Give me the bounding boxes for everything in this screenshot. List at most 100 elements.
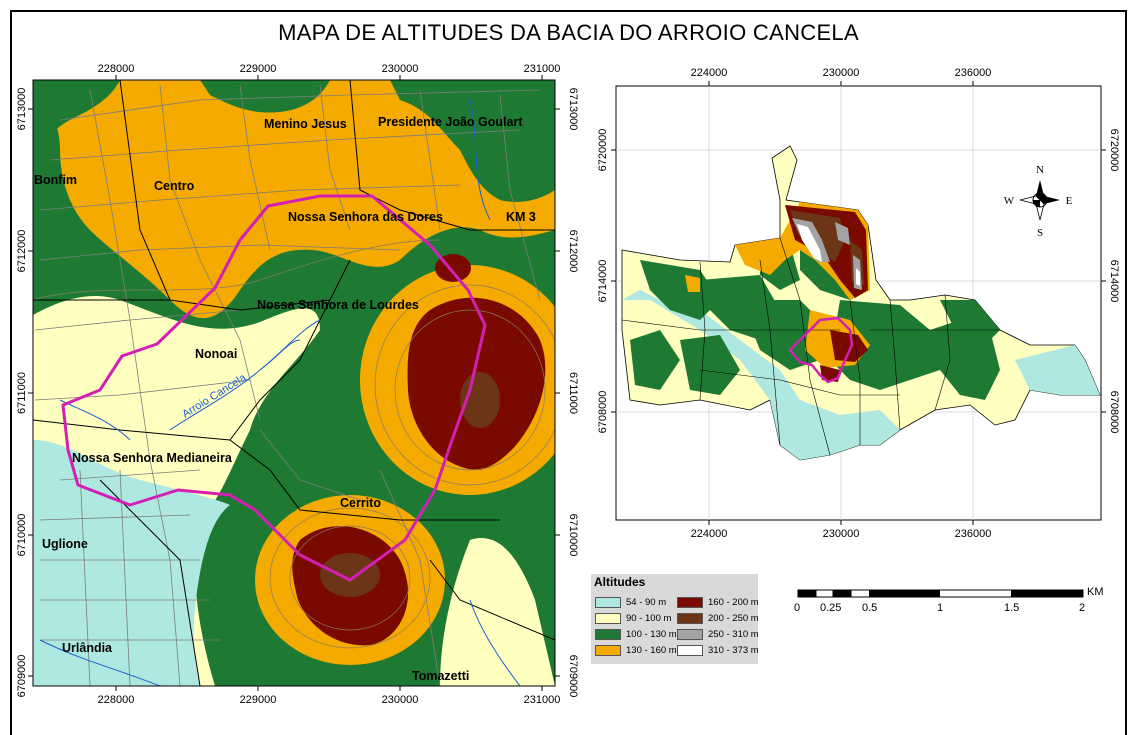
zone-100-130-nw: [33, 80, 120, 160]
y-tick-right-1: 6713000: [567, 88, 579, 131]
y-tick-left-2: 6712000: [16, 230, 28, 273]
legend-title: Altitudes: [594, 575, 646, 589]
r-x-tick-bottom-2: 230000: [823, 528, 860, 540]
r-y-tick-right-1: 6720000: [1108, 129, 1120, 172]
r-y-tick-left-2: 6714000: [597, 260, 609, 303]
contour-lines: [33, 239, 555, 649]
zone-130-160-north: [33, 80, 555, 319]
legend-label: 54 - 90 m: [626, 597, 667, 608]
basin-outline-left: [61, 194, 487, 582]
legend-swatch: [677, 597, 703, 608]
legend-label: 160 - 200 m: [708, 597, 759, 608]
label-nossa-senhora-de-lourdes: Nossa Senhora de Lourdes: [257, 298, 419, 312]
legend-label: 130 - 160 m: [626, 645, 677, 656]
label-urlandia: Urlândia: [62, 641, 113, 655]
r-x-tick-bottom-1: 224000: [691, 528, 728, 540]
r-y-tick-right-2: 6714000: [1108, 260, 1120, 303]
scale-bar: [797, 589, 1084, 598]
x-tick-top-3: 230000: [382, 63, 419, 75]
right-map-boundaries: [621, 237, 1000, 456]
legend-label: 310 - 373 m: [708, 645, 759, 656]
legend-item: 130 - 160 m: [595, 645, 677, 656]
zone-100-130-n: [200, 80, 330, 113]
x-tick-top-4: 231000: [524, 63, 561, 75]
legend-item: 310 - 373 m: [677, 645, 759, 656]
legend-label: 90 - 100 m: [626, 613, 672, 624]
r-y-tick-right-3: 6708000: [1108, 391, 1120, 434]
y-tick-left-3: 6711000: [16, 372, 28, 414]
left-map-border: [32, 79, 556, 687]
zone-100-130-ne: [390, 80, 555, 202]
x-tick-bottom-4: 231000: [524, 694, 561, 706]
legend-swatch: [595, 613, 621, 624]
right-zone-310-373: [797, 224, 860, 286]
y-tick-left-1: 6713000: [16, 88, 28, 131]
x-tick-top-1: 228000: [98, 63, 135, 75]
map-title: MAPA DE ALTITUDES DA BACIA DO ARROIO CAN…: [278, 20, 859, 45]
scale-label: 0: [794, 602, 801, 614]
r-x-tick-bottom-3: 236000: [955, 528, 992, 540]
scale-unit: KM: [1087, 586, 1104, 598]
label-cerrito: Cerrito: [340, 496, 381, 510]
label-tomazetti: Tomazetti: [412, 669, 469, 683]
scale-label: 1.5: [1004, 602, 1020, 614]
legend-item: 160 - 200 m: [677, 597, 759, 608]
r-y-tick-left-3: 6708000: [597, 391, 609, 434]
map-frame: [10, 10, 1127, 735]
y-tick-right-5: 6709000: [567, 655, 579, 698]
legend-item: 100 - 130 m: [595, 629, 677, 640]
label-uglione: Uglione: [42, 537, 88, 551]
legend-swatch: [677, 645, 703, 656]
r-y-tick-left-1: 6720000: [597, 129, 609, 172]
y-tick-right-4: 6710000: [567, 514, 579, 557]
legend-item: 200 - 250 m: [677, 613, 759, 624]
legend-item: 250 - 310 m: [677, 629, 759, 640]
r-x-tick-top-3: 236000: [955, 67, 992, 79]
label-nossa-senhora-das-dores: Nossa Senhora das Dores: [288, 210, 443, 224]
legend-swatch: [595, 645, 621, 656]
scale-label: 2: [1079, 602, 1086, 614]
r-x-tick-top-2: 230000: [823, 67, 860, 79]
compass-w: W: [1004, 195, 1015, 207]
legend-swatch: [677, 613, 703, 624]
scale-label: 0.5: [862, 602, 878, 614]
y-tick-left-4: 6710000: [16, 514, 28, 557]
legend: Altitudes 54 - 90 m 90 - 100 m 100 - 130…: [591, 574, 759, 664]
x-tick-bottom-3: 230000: [382, 694, 419, 706]
left-map-ticks: 228000 229000 230000 231000 228000 22900…: [16, 63, 579, 706]
compass-e: E: [1066, 195, 1073, 207]
compass-rose-icon: N S E W: [1004, 164, 1073, 239]
label-nonoai: Nonoai: [195, 347, 237, 361]
y-tick-right-2: 6712000: [567, 230, 579, 273]
label-presidente-joao-goulart: Presidente João Goulart: [378, 115, 523, 129]
y-tick-left-5: 6709000: [16, 655, 28, 698]
right-map-ticks: 224000 230000 236000 224000 230000 23600…: [597, 67, 1120, 540]
x-tick-bottom-1: 228000: [98, 694, 135, 706]
legend-item: 90 - 100 m: [595, 613, 671, 624]
zone-54-90-west: [33, 440, 230, 686]
legend-item: 54 - 90 m: [595, 597, 666, 608]
legend-swatch: [595, 597, 621, 608]
legend-swatch: [595, 629, 621, 640]
x-tick-bottom-2: 229000: [240, 694, 277, 706]
label-centro: Centro: [154, 179, 195, 193]
x-tick-top-2: 229000: [240, 63, 277, 75]
basin-outline-right: [788, 316, 854, 384]
legend-label: 100 - 130 m: [626, 629, 677, 640]
label-nossa-senhora-medianeira: Nossa Senhora Medianeira: [72, 451, 233, 465]
scale-label: 1: [937, 602, 944, 614]
right-zone-54-90-east: [1015, 345, 1100, 395]
label-menino-jesus: Menino Jesus: [264, 117, 347, 131]
label-km3: KM 3: [506, 210, 536, 224]
left-map-raster: [33, 80, 555, 686]
compass-s: S: [1037, 227, 1043, 239]
legend-label: 200 - 250 m: [708, 613, 759, 624]
legend-swatch: [677, 629, 703, 640]
district-boundaries: [33, 80, 555, 686]
r-x-tick-top-1: 224000: [691, 67, 728, 79]
street-network: [34, 84, 541, 686]
scale-label: 0.25: [820, 602, 842, 614]
label-bonfim: Bonfim: [34, 173, 77, 187]
y-tick-right-3: 6711000: [567, 372, 579, 414]
